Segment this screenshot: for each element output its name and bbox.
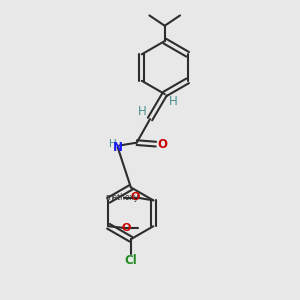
Text: O: O [130,192,140,203]
Text: O: O [122,223,131,233]
Text: H: H [169,95,177,108]
Text: O: O [158,138,167,151]
Text: N: N [112,141,123,154]
Text: H: H [109,139,117,148]
Text: methoxy: methoxy [105,193,139,202]
Text: Cl: Cl [124,254,137,267]
Text: H: H [137,105,146,118]
